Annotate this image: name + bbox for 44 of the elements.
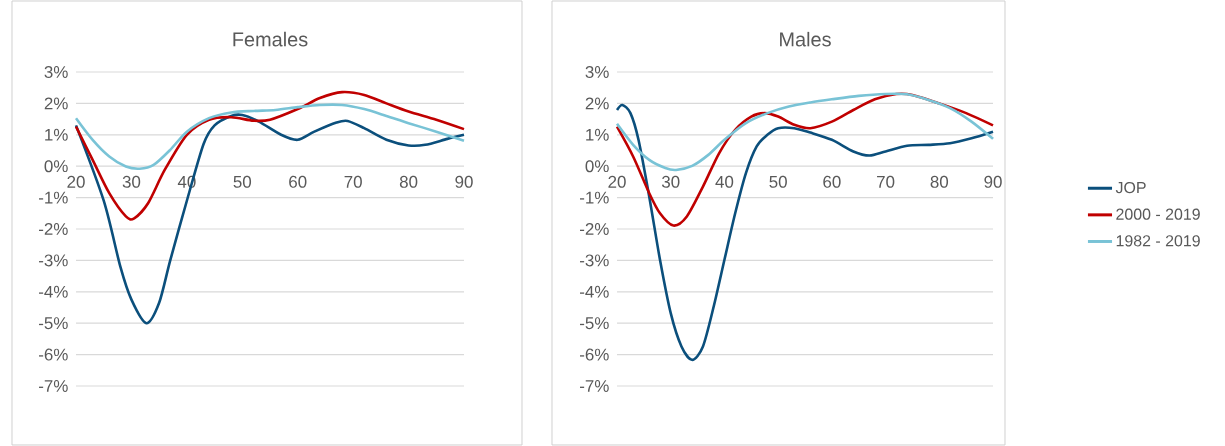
x-tick-label: 50 xyxy=(233,175,252,188)
y-tick-label: -1% xyxy=(39,191,68,204)
x-tick-label: 40 xyxy=(715,175,734,188)
x-tick-label: 60 xyxy=(289,175,307,188)
y-tick-label: 0% xyxy=(585,160,609,173)
x-tick-label: 30 xyxy=(661,175,680,188)
x-tick-label: 20 xyxy=(608,175,626,188)
legend-label: JOP xyxy=(1115,181,1146,194)
x-tick-label: 90 xyxy=(984,175,1002,188)
y-tick-label: -3% xyxy=(39,254,68,267)
y-tick-label: -3% xyxy=(580,254,609,267)
legend-label: 2000 - 2019 xyxy=(1116,208,1200,220)
y-tick-label: -2% xyxy=(39,223,68,235)
x-tick-label: 50 xyxy=(769,175,787,188)
x-tick-label: 80 xyxy=(399,175,418,188)
y-tick-label: -1% xyxy=(580,191,609,204)
y-tick-label: 2% xyxy=(44,97,68,110)
chart-title: Males xyxy=(780,31,831,47)
y-tick-label: -7% xyxy=(580,380,609,392)
y-tick-label: -6% xyxy=(580,348,609,361)
chart-title: Females xyxy=(233,31,308,47)
y-tick-label: 3% xyxy=(585,65,609,78)
y-tick-label: -7% xyxy=(39,380,68,392)
x-tick-label: 80 xyxy=(930,175,949,188)
y-tick-label: -5% xyxy=(39,317,68,330)
y-tick-label: -5% xyxy=(580,317,609,330)
x-tick-label: 30 xyxy=(122,175,141,188)
y-tick-label: 3% xyxy=(44,65,68,78)
x-tick-label: 70 xyxy=(877,175,895,188)
y-tick-label: -4% xyxy=(580,285,609,298)
y-tick-label: -6% xyxy=(39,348,68,361)
y-tick-label: -2% xyxy=(580,223,609,235)
x-tick-label: 60 xyxy=(823,175,841,188)
x-tick-label: 20 xyxy=(67,175,85,188)
y-tick-label: -4% xyxy=(39,285,68,298)
y-tick-label: 1% xyxy=(586,128,609,141)
y-tick-label: 2% xyxy=(585,97,609,110)
y-tick-label: 0% xyxy=(44,160,68,173)
legend-label: 1982 - 2019 xyxy=(1116,235,1200,247)
line-series xyxy=(615,92,995,172)
x-tick-label: 70 xyxy=(344,175,362,188)
y-tick-label: 1% xyxy=(45,128,68,141)
x-tick-label: 90 xyxy=(455,175,473,188)
line-series xyxy=(74,103,466,171)
